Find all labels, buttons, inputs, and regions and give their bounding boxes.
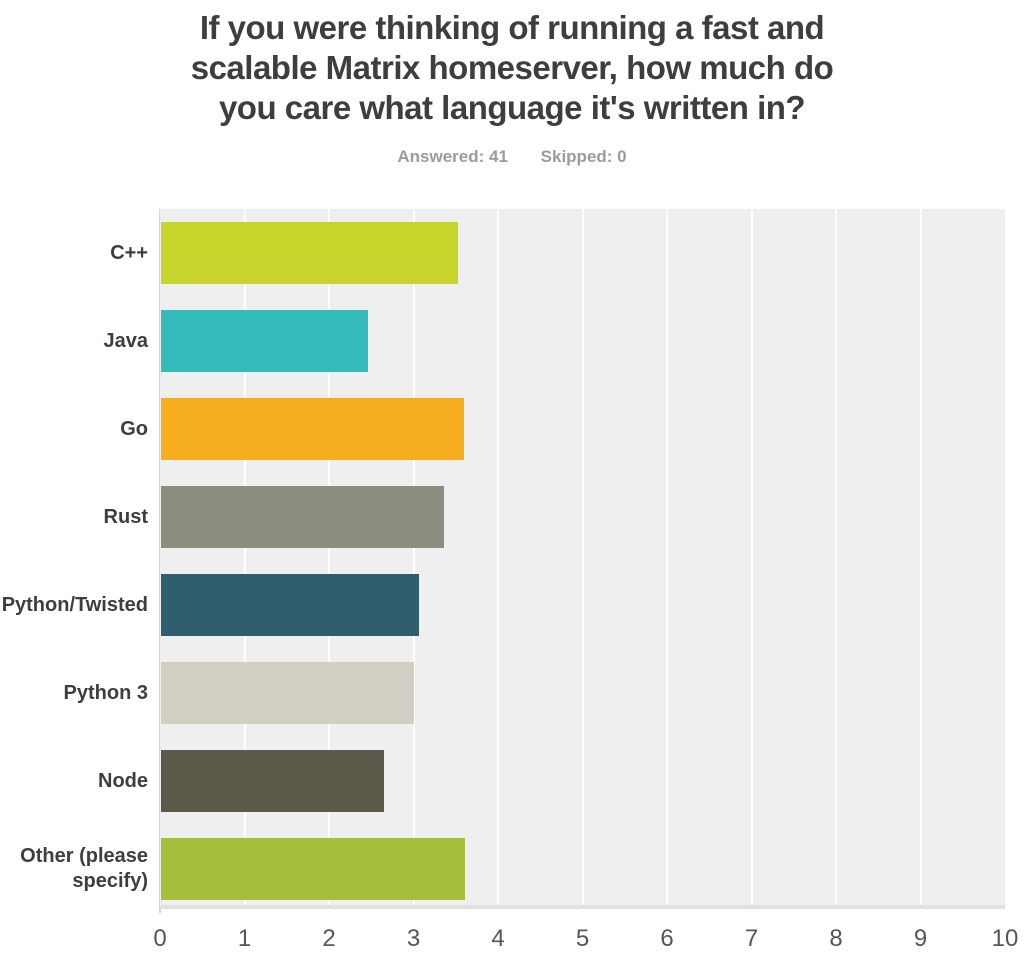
bar-row — [160, 649, 1005, 737]
bar-python-twisted — [161, 574, 419, 636]
bar-java — [161, 310, 369, 372]
category-label: Go — [120, 417, 148, 440]
bar-row — [160, 209, 1005, 297]
gridline — [750, 209, 753, 905]
gridline — [243, 209, 246, 905]
x-tick-label: 5 — [575, 925, 590, 952]
bar-python-3 — [161, 662, 414, 724]
x-tick-label: 4 — [491, 925, 505, 952]
x-tick-label: 7 — [744, 925, 759, 952]
x-tick-label: 0 — [153, 925, 167, 952]
gridline — [412, 209, 415, 905]
category-axis: C++ Java Go Rust Python/Twisted Python 3 Node O… — [0, 209, 148, 913]
category-label: Node — [98, 769, 148, 792]
x-tick-label: 3 — [406, 925, 421, 952]
skipped-count: Skipped: 0 — [540, 147, 627, 166]
bar-row — [160, 385, 1005, 473]
answered-count: Answered: 41 — [397, 147, 508, 166]
bar-go — [161, 398, 464, 460]
gridline — [328, 209, 330, 905]
x-tick-label: 2 — [322, 925, 336, 952]
category-label: Python 3 — [63, 681, 148, 704]
gridline — [835, 209, 837, 905]
gridline — [497, 209, 499, 905]
x-tick-label: 8 — [829, 925, 843, 952]
x-tick-label: 10 — [991, 925, 1019, 952]
category-label: Rust — [103, 505, 148, 528]
bar-row — [160, 825, 1005, 913]
gridline — [666, 209, 668, 905]
bar-c — [161, 222, 459, 284]
value-axis: 0 1 2 3 4 5 6 7 8 9 10 — [0, 925, 1024, 961]
bar-row — [160, 297, 1005, 385]
chart-title: If you were thinking of running a fast a… — [190, 9, 834, 126]
bar-rust — [161, 486, 445, 548]
x-tick-label: 6 — [660, 925, 674, 952]
bar-row — [160, 737, 1005, 825]
bar-node — [161, 750, 385, 812]
category-label: Java — [103, 329, 149, 352]
category-label: Python/Twisted — [1, 593, 148, 616]
gridline — [581, 209, 584, 905]
category-label: Other (please specify) — [20, 845, 148, 892]
bar-row — [160, 561, 1005, 649]
gridline — [919, 209, 922, 905]
bar-row — [160, 473, 1005, 561]
bar-other-please-specify — [161, 838, 466, 900]
plot-area — [160, 209, 1005, 909]
x-tick-label: 9 — [913, 925, 928, 952]
chart-stats: Answered: 41 Skipped: 0 — [0, 147, 1024, 167]
x-tick-label: 1 — [237, 925, 252, 952]
category-label: C++ — [110, 241, 148, 264]
